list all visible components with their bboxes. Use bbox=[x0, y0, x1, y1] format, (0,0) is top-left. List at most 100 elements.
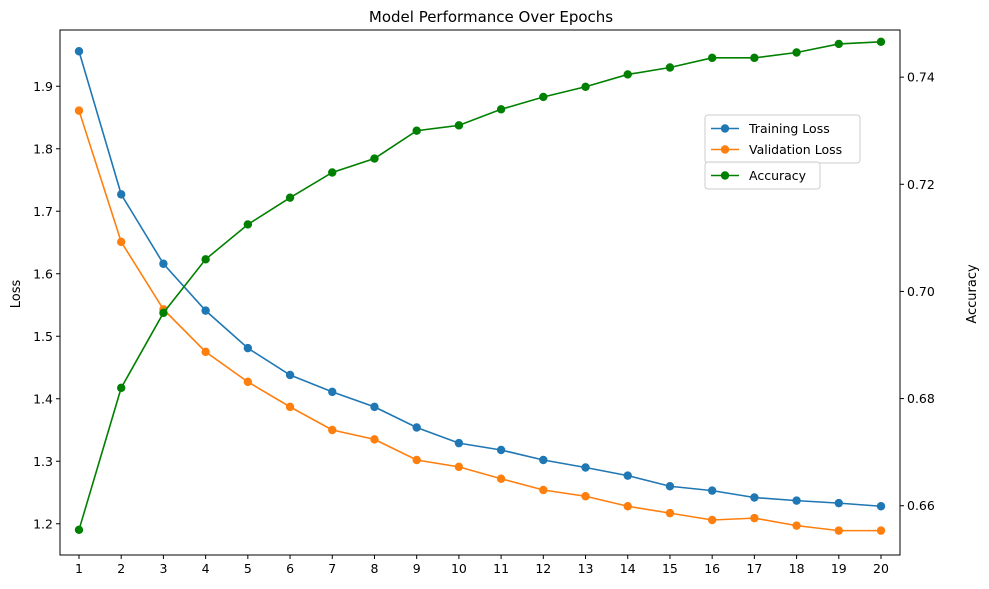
legend-marker-accuracy bbox=[720, 171, 730, 180]
accuracy-point bbox=[243, 220, 253, 229]
y-tick-label-right: 0.68 bbox=[907, 391, 935, 406]
validation-loss-point bbox=[370, 435, 379, 444]
x-tick-label: 10 bbox=[451, 561, 467, 576]
validation-loss-point bbox=[496, 474, 506, 483]
training-loss-line bbox=[78, 51, 882, 508]
training-loss-point bbox=[834, 498, 843, 508]
x-tick-label: 1 bbox=[75, 561, 83, 576]
accuracy-line bbox=[78, 40, 882, 531]
y-tick-label-right: 0.72 bbox=[907, 177, 935, 192]
training-loss-point bbox=[750, 493, 759, 502]
validation-loss-point bbox=[623, 502, 632, 511]
accuracy-point bbox=[74, 525, 84, 535]
accuracy-point bbox=[750, 53, 759, 63]
validation-loss-point bbox=[243, 377, 253, 387]
training-loss-point bbox=[328, 387, 337, 397]
training-loss-point bbox=[581, 463, 590, 472]
training-loss-point bbox=[623, 471, 632, 480]
x-tick-label: 5 bbox=[244, 561, 252, 576]
training-loss-point bbox=[707, 486, 717, 495]
accuracy-point bbox=[285, 193, 295, 202]
y-tick-label-left: 1.2 bbox=[33, 516, 53, 531]
training-loss-point bbox=[876, 502, 886, 511]
x-tick-label: 12 bbox=[535, 561, 551, 576]
accuracy-point bbox=[581, 82, 590, 91]
validation-loss-point bbox=[792, 521, 801, 530]
accuracy-point bbox=[370, 154, 379, 163]
validation-loss-point bbox=[834, 526, 843, 535]
y-tick-label-left: 1.4 bbox=[33, 391, 53, 406]
training-loss-point bbox=[117, 190, 126, 199]
x-tick-label: 18 bbox=[789, 561, 805, 576]
validation-loss-point bbox=[750, 513, 759, 523]
x-tick-label: 19 bbox=[831, 561, 847, 576]
accuracy-point bbox=[454, 121, 464, 130]
validation-loss-line bbox=[78, 110, 882, 532]
training-loss-point bbox=[285, 370, 295, 380]
accuracy-point bbox=[707, 53, 717, 63]
accuracy-point bbox=[328, 168, 337, 177]
accuracy-point bbox=[834, 39, 843, 49]
validation-loss-point bbox=[328, 425, 337, 435]
y-axis-label-left: Loss bbox=[9, 280, 24, 309]
legend-label-validation-loss: Validation Loss bbox=[749, 142, 842, 157]
accuracy-point bbox=[412, 126, 421, 135]
validation-loss-point bbox=[539, 485, 548, 495]
legend-label-training-loss: Training Loss bbox=[748, 121, 830, 136]
y-tick-label-left: 1.6 bbox=[33, 266, 53, 281]
y-tick-label-left: 1.8 bbox=[33, 141, 53, 156]
x-tick-label: 9 bbox=[413, 561, 421, 576]
validation-loss-point bbox=[581, 492, 590, 501]
training-loss-point bbox=[243, 343, 253, 353]
training-loss-point bbox=[792, 496, 801, 505]
accuracy-point bbox=[539, 92, 548, 102]
y-axis-label-right: Accuracy bbox=[965, 264, 980, 324]
accuracy-point bbox=[876, 37, 886, 46]
accuracy-point bbox=[623, 70, 632, 79]
accuracy-point bbox=[665, 63, 675, 72]
validation-loss-point bbox=[665, 508, 675, 518]
accuracy-point bbox=[792, 48, 801, 57]
validation-loss-point bbox=[117, 237, 126, 247]
training-loss-point bbox=[74, 47, 84, 56]
validation-loss-point bbox=[74, 106, 84, 115]
x-tick-label: 13 bbox=[578, 561, 594, 576]
x-tick-label: 3 bbox=[159, 561, 167, 576]
y-tick-label-left: 1.5 bbox=[33, 329, 53, 344]
validation-loss-point bbox=[285, 402, 295, 412]
training-loss-point bbox=[496, 445, 506, 455]
x-tick-label: 6 bbox=[286, 561, 294, 576]
y-tick-label-left: 1.9 bbox=[33, 79, 53, 94]
training-loss-point bbox=[201, 306, 210, 315]
accuracy-point bbox=[159, 308, 168, 318]
y-tick-label-left: 1.7 bbox=[33, 204, 53, 219]
plot-frame bbox=[59, 29, 901, 556]
legend-marker-training-loss bbox=[720, 124, 730, 133]
training-loss-point bbox=[412, 423, 421, 432]
training-loss-point bbox=[665, 482, 675, 491]
y-tick-label-right: 0.70 bbox=[907, 284, 935, 299]
training-loss-point bbox=[159, 259, 168, 268]
chart-title: Model Performance Over Epochs bbox=[369, 8, 613, 26]
x-tick-label: 2 bbox=[117, 561, 125, 576]
x-tick-label: 8 bbox=[370, 561, 378, 576]
legend-box bbox=[704, 161, 821, 190]
validation-loss-point bbox=[412, 455, 421, 465]
x-tick-label: 20 bbox=[873, 561, 889, 576]
legend-label-accuracy: Accuracy bbox=[749, 168, 807, 183]
x-tick-label: 4 bbox=[202, 561, 210, 576]
x-tick-label: 14 bbox=[620, 561, 636, 576]
validation-loss-point bbox=[454, 462, 464, 472]
y-tick-label-right: 0.66 bbox=[907, 498, 935, 513]
x-tick-label: 11 bbox=[493, 561, 509, 576]
validation-loss-point bbox=[707, 515, 717, 525]
accuracy-point bbox=[201, 255, 210, 264]
accuracy-point bbox=[117, 383, 126, 393]
y-tick-label-left: 1.3 bbox=[33, 454, 53, 469]
training-loss-point bbox=[454, 438, 464, 448]
y-tick-label-right: 0.74 bbox=[907, 70, 935, 85]
accuracy-point bbox=[496, 105, 506, 114]
validation-loss-point bbox=[201, 347, 210, 357]
legend-marker-validation-loss bbox=[720, 145, 730, 154]
